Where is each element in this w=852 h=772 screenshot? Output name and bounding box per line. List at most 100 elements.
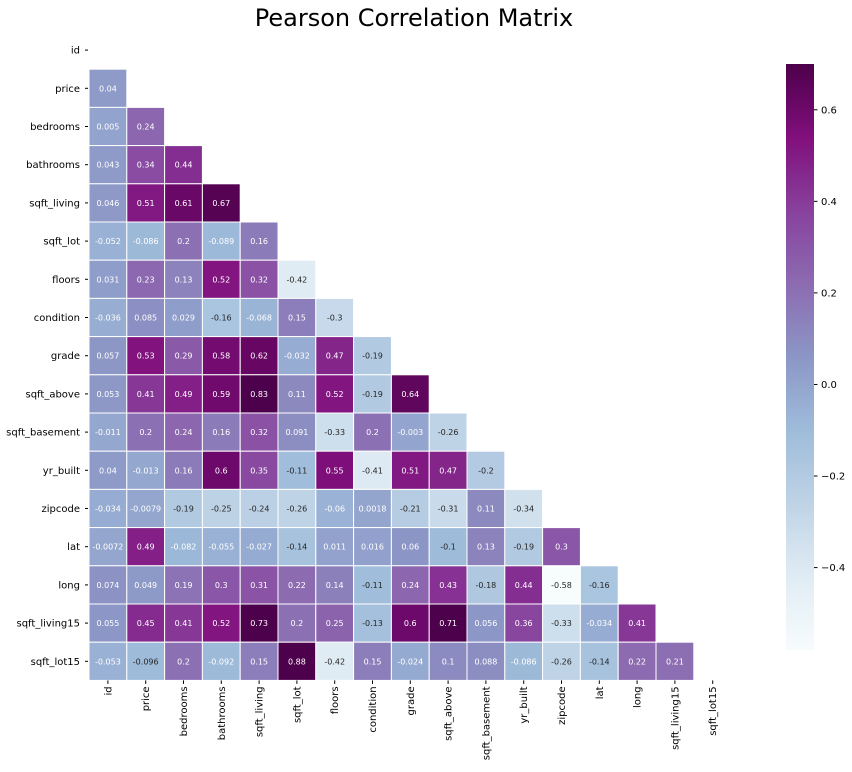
heatmap-cell	[88, 641, 128, 681]
cell-value-label: 0.51	[137, 199, 155, 208]
heatmap-cell	[428, 603, 468, 643]
cell-value-label: 0.23	[137, 275, 155, 284]
cell-value-label: -0.14	[589, 657, 610, 666]
x-tick-label: price	[141, 686, 152, 711]
cell-value-label: 0.2	[177, 237, 190, 246]
heatmap-cell	[277, 641, 317, 681]
heatmap-cell	[88, 412, 128, 452]
y-axis-tick-labels: id price bedrooms bathrooms sqft_living sqft_…	[6, 46, 88, 668]
cell-value-label: 0.43	[439, 581, 457, 590]
cell-value-label: 0.13	[175, 275, 193, 284]
heatmap-cell	[428, 412, 468, 452]
cell-value-label: 0.16	[175, 466, 193, 475]
heatmap-cell	[315, 527, 355, 567]
heatmap-cell	[201, 259, 241, 299]
y-tick-label: floors	[52, 275, 80, 286]
heatmap-cell	[88, 374, 128, 414]
y-tick-label: long	[58, 580, 80, 591]
colorbar-gradient	[786, 64, 814, 650]
heatmap-cell	[428, 527, 468, 567]
heatmap-cell	[201, 221, 241, 261]
x-tick-label: grade	[406, 686, 417, 715]
cell-value-label: 0.31	[250, 581, 268, 590]
heatmap-cell	[579, 603, 619, 643]
cell-value-label: -0.034	[586, 619, 612, 628]
heatmap-cell	[201, 565, 241, 605]
cell-value-label: 0.055	[96, 619, 119, 628]
cell-value-label: -0.16	[589, 581, 610, 590]
cell-value-label: 0.074	[96, 581, 119, 590]
heatmap-cell	[126, 259, 166, 299]
cell-value-label: -0.42	[324, 657, 345, 666]
cell-value-label: 0.67	[212, 199, 230, 208]
x-tick-label: zipcode	[557, 686, 568, 725]
x-tick-label: bedrooms	[179, 686, 190, 736]
cell-value-label: 0.45	[137, 619, 155, 628]
heatmap-cell	[466, 565, 506, 605]
cell-value-label: 0.22	[288, 581, 306, 590]
colorbar-tick-label: 0.4	[821, 197, 837, 208]
y-tick-label: sqft_lot	[43, 237, 80, 248]
cell-value-label: 0.046	[96, 199, 119, 208]
cell-value-label: 0.32	[250, 275, 268, 284]
cell-value-label: 0.47	[326, 352, 344, 361]
cell-value-label: -0.3	[327, 314, 343, 323]
heatmap-cell	[164, 488, 203, 529]
cell-value-label: -0.0079	[130, 505, 161, 514]
heatmap-cell	[88, 527, 128, 567]
cell-value-label: -0.34	[513, 505, 534, 514]
cell-value-label: 0.62	[250, 352, 268, 361]
heatmap-cell	[353, 412, 392, 452]
heatmap-cell	[239, 412, 279, 452]
cell-value-label: 0.6	[215, 466, 228, 475]
cell-value-label: 0.0018	[359, 505, 387, 514]
x-tick-label: sqft_above	[444, 686, 455, 741]
y-tick-label: zipcode	[42, 504, 81, 515]
cell-value-label: -0.027	[246, 543, 272, 552]
cell-value-label: 0.031	[96, 275, 119, 284]
cell-value-label: 0.04	[99, 84, 117, 93]
cell-value-label: 0.2	[366, 428, 379, 437]
cell-value-label: -0.11	[287, 466, 308, 475]
cell-value-label: 0.49	[137, 543, 155, 552]
cell-value-label: -0.034	[95, 505, 121, 514]
cell-value-label: -0.052	[95, 237, 121, 246]
heatmap-cell	[88, 106, 128, 147]
cell-value-label: 0.3	[215, 581, 228, 590]
heatmap-cell	[201, 527, 241, 567]
heatmap-cell	[126, 641, 166, 681]
x-tick-label: yr_built	[519, 686, 530, 723]
heatmap-cell	[466, 450, 506, 490]
heatmap-cell	[126, 221, 166, 261]
cell-value-label: -0.082	[171, 543, 197, 552]
heatmap-cell	[239, 565, 279, 605]
cell-value-label: 0.16	[212, 428, 230, 437]
cell-value-label: 0.11	[477, 505, 495, 514]
y-tick-label: id	[71, 46, 80, 57]
cell-value-label: -0.42	[287, 275, 308, 284]
heatmap-cell	[655, 641, 695, 681]
heatmap-cell	[390, 527, 430, 567]
heatmap-cell	[390, 374, 430, 414]
y-tick-label: sqft_basement	[6, 428, 80, 439]
cell-value-label: -0.26	[438, 428, 459, 437]
cell-value-label: 0.44	[175, 161, 193, 170]
heatmap-cell	[353, 641, 392, 681]
cell-value-label: 0.016	[361, 543, 384, 552]
cell-value-label: 0.06	[401, 543, 419, 552]
cell-value-label: 0.14	[326, 581, 344, 590]
cell-value-label: -0.086	[511, 657, 537, 666]
cell-value-label: 0.61	[175, 199, 193, 208]
heatmap-cell	[126, 488, 166, 529]
y-tick-label: condition	[34, 313, 80, 324]
heatmap-cell	[164, 412, 203, 452]
cell-value-label: 0.11	[288, 390, 306, 399]
heatmap-cell	[466, 603, 506, 643]
y-tick-label: lat	[67, 542, 80, 553]
cell-value-label: 0.25	[326, 619, 344, 628]
cell-value-label: 0.41	[137, 390, 155, 399]
cell-value-label: 0.41	[175, 619, 193, 628]
heatmap-cell	[277, 374, 317, 414]
cell-value-label: 0.15	[250, 657, 268, 666]
heatmap-cell	[88, 68, 128, 108]
